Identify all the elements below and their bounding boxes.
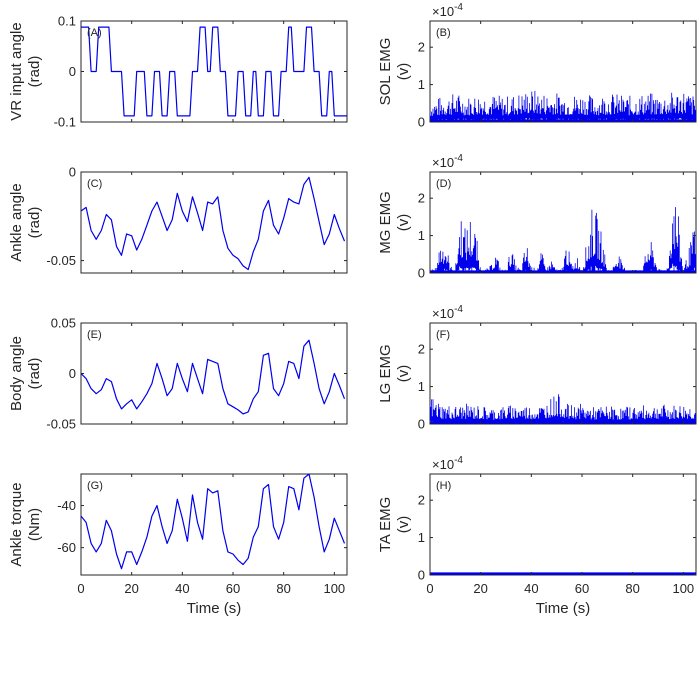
y-tick-label: 0	[418, 417, 425, 432]
axes-frame	[80, 171, 348, 274]
x-tick-label: 20	[473, 581, 487, 596]
axis-exponent-label: ×10-4	[432, 2, 463, 19]
x-tick-label: 100	[323, 581, 345, 596]
series-line	[81, 474, 346, 570]
panel-e: -0.05 0 0.05 (E) Body angle (rad)	[8, 316, 348, 432]
y-tick-label: 0.1	[58, 14, 76, 29]
y-tick-label: -0.1	[54, 115, 76, 130]
y-axis-unit: (rad)	[26, 56, 43, 88]
panel-label: (A)	[87, 27, 102, 39]
axes-frame	[429, 322, 697, 425]
x-tick-label: 100	[672, 581, 694, 596]
series-line	[81, 339, 346, 415]
x-tick-label: 40	[524, 581, 538, 596]
x-tick-label: 60	[575, 581, 589, 596]
series-line	[81, 26, 347, 117]
x-tick-label: 0	[77, 581, 84, 596]
panel-label: (F)	[436, 329, 450, 341]
y-axis-unit: (rad)	[26, 207, 43, 239]
y-tick-label: 2	[418, 342, 425, 357]
y-tick-label: 0	[418, 115, 425, 130]
y-axis-label: VR input angle	[8, 22, 25, 120]
panel-label: (D)	[436, 178, 451, 190]
y-axis-label: SOL EMG	[377, 38, 394, 106]
y-tick-label: -40	[57, 498, 76, 513]
y-axis-unit: (v)	[395, 365, 412, 383]
axis-exponent-label: ×10-4	[432, 304, 463, 321]
axes-frame	[80, 322, 348, 425]
y-axis-label: Ankle angle	[8, 183, 25, 261]
x-tick-label: 40	[175, 581, 189, 596]
panel-label: (H)	[436, 480, 451, 492]
x-tick-label: 60	[226, 581, 240, 596]
panel-f: 0 1 2 (F) LG EMG (v) ×10-4	[377, 304, 697, 432]
panel-c: -0.05 0 (C) Ankle angle (rad)	[8, 165, 348, 274]
y-tick-label: 1	[418, 77, 425, 92]
y-tick-label: 0	[69, 165, 76, 180]
panel-g: -60 -40 0 20 40 60 80 100 Time (s) (G) Ankle torqu…	[8, 473, 348, 617]
x-tick-label: 80	[625, 581, 639, 596]
y-axis-label: Ankle torque	[8, 482, 25, 566]
y-axis-label: Body angle	[8, 336, 25, 411]
x-axis-label: Time (s)	[536, 600, 590, 617]
panel-b: 0 1 2 (B) SOL EMG (v) ×10-4	[377, 2, 697, 130]
panel-label: (G)	[87, 480, 103, 492]
y-axis-unit: (v)	[395, 214, 412, 232]
series-emg	[430, 90, 696, 122]
y-axis-label: TA EMG	[377, 497, 394, 553]
axes-frame	[80, 473, 348, 576]
x-axis-label: Time (s)	[187, 600, 241, 617]
y-tick-label: -0.05	[46, 417, 76, 432]
y-axis-label: LG EMG	[377, 344, 394, 402]
panel-d: 0 1 2 (D) MG EMG (v) ×10-4	[377, 153, 697, 281]
series-emg	[430, 394, 696, 424]
panel-label: (C)	[87, 178, 102, 190]
panel-label: (E)	[87, 329, 102, 341]
y-axis-unit: (v)	[395, 63, 412, 81]
x-tick-label: 0	[426, 581, 433, 596]
axes-frame	[429, 473, 697, 576]
y-tick-label: 0	[69, 366, 76, 381]
y-tick-label: 0	[418, 266, 425, 281]
y-tick-label: 0	[418, 568, 425, 583]
y-tick-label: 2	[418, 493, 425, 508]
y-axis-unit: (rad)	[26, 358, 43, 390]
panel-label: (B)	[436, 27, 451, 39]
y-tick-label: 1	[418, 379, 425, 394]
y-tick-label: 0.05	[51, 316, 76, 331]
axis-exponent-label: ×10-4	[432, 455, 463, 472]
y-tick-label: 2	[418, 191, 425, 206]
y-axis-unit: (v)	[395, 516, 412, 534]
y-axis-label: MG EMG	[377, 191, 394, 254]
x-tick-label: 20	[124, 581, 138, 596]
x-tick-label: 80	[276, 581, 290, 596]
panel-a: -0.1 0 0.1 (A) VR input angle (rad)	[8, 14, 348, 130]
y-tick-label: 1	[418, 228, 425, 243]
y-axis-unit: (Nm)	[26, 508, 43, 541]
series-line	[81, 176, 346, 271]
axis-exponent-label: ×10-4	[432, 153, 463, 170]
y-tick-label: -0.05	[46, 253, 76, 268]
y-tick-label: -60	[57, 540, 76, 555]
y-tick-label: 2	[418, 40, 425, 55]
y-tick-label: 1	[418, 530, 425, 545]
y-tick-label: 0	[69, 64, 76, 79]
